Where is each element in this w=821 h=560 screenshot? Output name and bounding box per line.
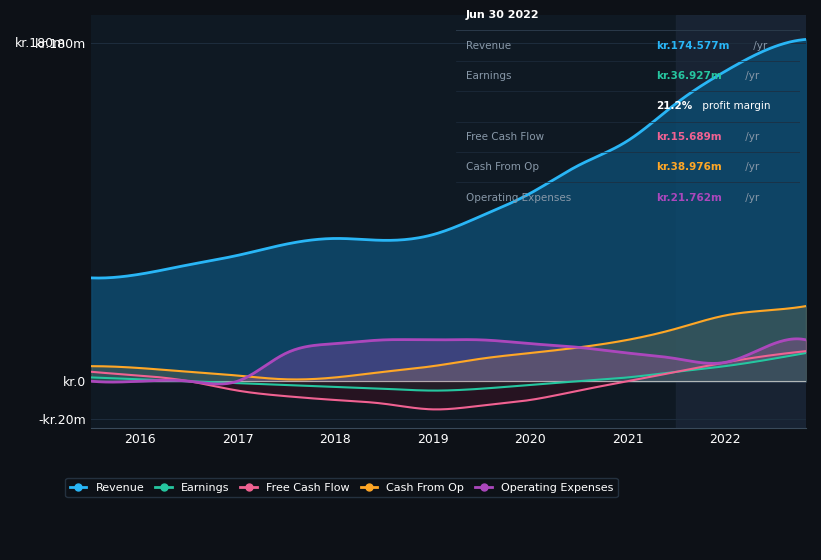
Text: Free Cash Flow: Free Cash Flow — [466, 132, 544, 142]
Text: kr.180m: kr.180m — [15, 36, 67, 50]
Text: Jun 30 2022: Jun 30 2022 — [466, 10, 539, 20]
Text: kr.15.689m: kr.15.689m — [656, 132, 722, 142]
Text: /yr: /yr — [742, 162, 759, 172]
Text: kr.38.976m: kr.38.976m — [656, 162, 722, 172]
Text: /yr: /yr — [750, 41, 768, 50]
Text: Earnings: Earnings — [466, 71, 511, 81]
Text: kr.174.577m: kr.174.577m — [656, 41, 729, 50]
Text: kr.21.762m: kr.21.762m — [656, 193, 722, 203]
Text: 21.2%: 21.2% — [656, 101, 692, 111]
Legend: Revenue, Earnings, Free Cash Flow, Cash From Op, Operating Expenses: Revenue, Earnings, Free Cash Flow, Cash … — [66, 478, 617, 497]
Bar — [677, 15, 806, 428]
Text: kr.36.927m: kr.36.927m — [656, 71, 722, 81]
Text: Operating Expenses: Operating Expenses — [466, 193, 571, 203]
Text: /yr: /yr — [742, 193, 759, 203]
Text: /yr: /yr — [742, 71, 759, 81]
Text: Revenue: Revenue — [466, 41, 511, 50]
Text: Cash From Op: Cash From Op — [466, 162, 539, 172]
Text: profit margin: profit margin — [699, 101, 770, 111]
Text: /yr: /yr — [742, 132, 759, 142]
